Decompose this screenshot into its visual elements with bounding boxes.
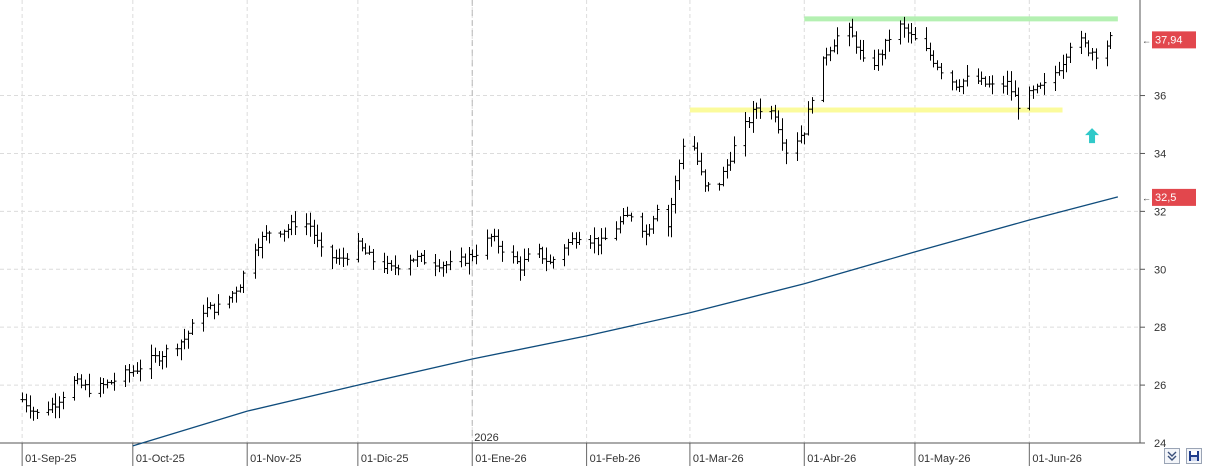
save-icon (1189, 451, 1199, 461)
y-tick-label: 26 (1154, 380, 1166, 392)
x-tick-label: 01-May-26 (918, 453, 971, 465)
up-arrow-icon (1085, 128, 1100, 144)
x-tick-label: 01-Mar-26 (693, 453, 744, 465)
x-tick-label: 01-Ene-26 (475, 453, 526, 465)
x-tick-label: 01-Jun-26 (1032, 453, 1082, 465)
x-axis-panel (0, 443, 1208, 466)
collapse-button[interactable] (1164, 448, 1180, 464)
last-price-pointer: ← (1142, 35, 1151, 45)
x-tick-label: 01-Feb-26 (590, 453, 641, 465)
x-tick-label: 01-Oct-25 (136, 453, 185, 465)
moving-average-line (132, 196, 1119, 447)
y-tick-label: 30 (1154, 264, 1166, 276)
y-tick-label: 28 (1154, 322, 1166, 334)
y-tick-label: 24 (1154, 438, 1166, 450)
y-tick-label: 36 (1154, 91, 1166, 103)
year-marker-label: 2026 (474, 432, 498, 444)
last-price-badge (1152, 31, 1196, 49)
x-tick-label: 01-Sep-25 (25, 453, 76, 465)
x-tick-label: 01-Abr-26 (807, 453, 856, 465)
moving-average-value-label: 32,5 (1155, 192, 1176, 204)
y-tick-label: 32 (1154, 206, 1166, 218)
moving-average-value-pointer: ← (1142, 193, 1151, 203)
last-price-label: 37,94 (1155, 34, 1183, 46)
y-tick-label: 34 (1154, 148, 1166, 160)
double-chevron-down-icon (1167, 451, 1177, 461)
moving-average-value-badge (1152, 188, 1196, 206)
save-button[interactable] (1186, 448, 1202, 464)
x-tick-label: 01-Dic-25 (361, 453, 409, 465)
x-tick-label: 01-Nov-25 (250, 453, 301, 465)
y-axis-panel (1140, 0, 1208, 466)
